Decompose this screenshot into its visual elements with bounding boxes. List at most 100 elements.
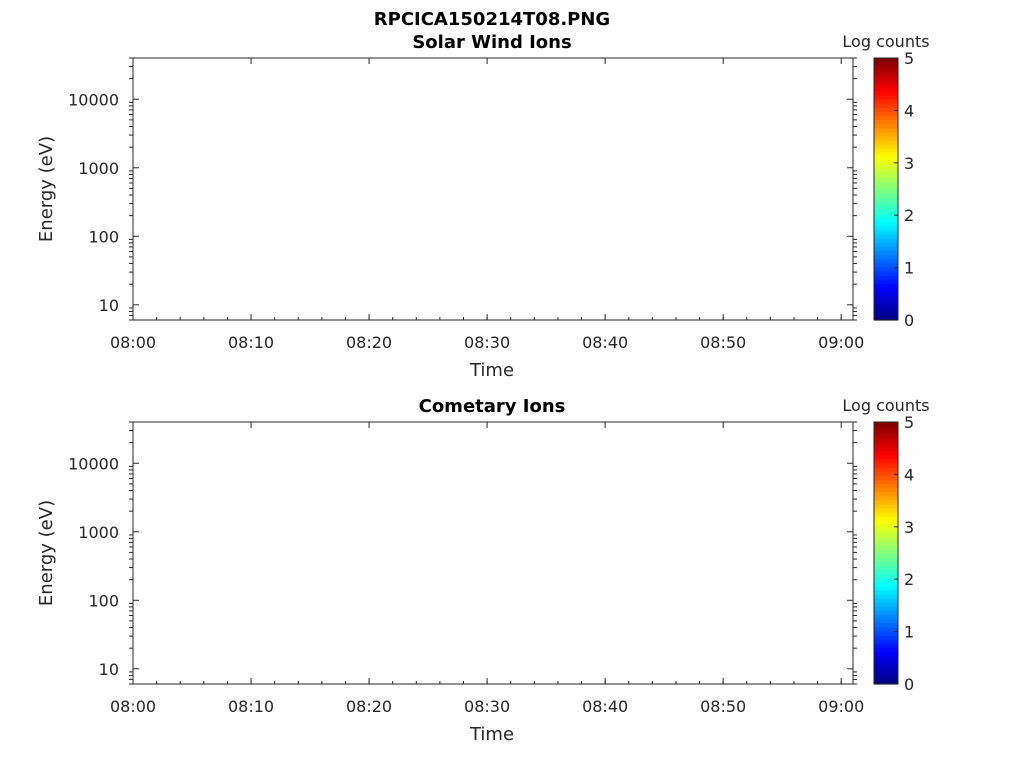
colorbar-segment: [874, 606, 898, 611]
colorbar-segment: [874, 229, 898, 235]
colorbar-segment: [874, 602, 898, 607]
colorbar-tick-label: 1: [904, 623, 914, 642]
colorbar-segment: [874, 450, 898, 456]
y-tick-label: 1000: [78, 159, 119, 178]
colorbar-segment: [874, 164, 898, 170]
y-tick-label: 1000: [78, 523, 119, 542]
colorbar-tick-label: 5: [904, 49, 914, 68]
colorbar-segment: [874, 540, 898, 546]
colorbar-segment: [874, 213, 898, 219]
x-tick-label: 08:30: [464, 333, 510, 352]
colorbar-segment: [874, 254, 898, 260]
colorbar-segment: [874, 148, 898, 153]
y-axis-label: Energy (eV): [36, 136, 57, 242]
colorbar-segment: [874, 581, 898, 587]
colorbar-segment: [874, 123, 898, 129]
colorbar-segment: [874, 103, 898, 108]
colorbar-segment: [874, 467, 898, 472]
colorbar-segment: [874, 610, 898, 615]
y-tick-label: 10: [99, 660, 119, 679]
colorbar-segment: [874, 512, 898, 517]
colorbar-segment: [874, 119, 898, 125]
x-tick-label: 09:00: [818, 333, 864, 352]
colorbar-segment: [874, 156, 898, 161]
colorbar-segment: [874, 479, 898, 484]
x-tick-label: 08:40: [582, 697, 628, 716]
colorbar-segment: [874, 225, 898, 231]
colorbar-segment: [874, 90, 898, 96]
colorbar-segment: [874, 283, 898, 288]
colorbar-segment: [874, 217, 898, 223]
colorbar-segment: [874, 544, 898, 550]
colorbar-segment: [874, 548, 898, 554]
colorbar-segment: [874, 307, 898, 313]
colorbar-segment: [874, 622, 898, 628]
colorbar-segment: [874, 634, 898, 640]
colorbar-segment: [874, 168, 898, 174]
colorbar-tick-label: 2: [904, 206, 914, 225]
colorbar-segment: [874, 62, 898, 67]
colorbar-segment: [874, 577, 898, 583]
colorbar-segment: [874, 557, 898, 562]
colorbar-segment: [874, 193, 898, 198]
colorbar-segment: [874, 311, 898, 317]
x-tick-label: 08:10: [228, 697, 274, 716]
colorbar-segment: [874, 671, 898, 677]
colorbar-segment: [874, 426, 898, 431]
colorbar-segment: [874, 287, 898, 292]
colorbar-segment: [874, 176, 898, 182]
colorbar: 0 1 2 3 4 5: [873, 49, 914, 330]
x-axis-label: Time: [469, 360, 514, 381]
colorbar-segment: [874, 152, 898, 157]
y-ticks: 10 100 1000 10000: [68, 57, 857, 321]
colorbar-segment: [874, 442, 898, 448]
colorbar-segment: [874, 536, 898, 542]
colorbar-segment: [874, 266, 898, 272]
colorbar-segment: [874, 434, 898, 439]
x-tick-label: 08:10: [228, 333, 274, 352]
colorbar-segment: [874, 626, 898, 632]
colorbar-segment: [874, 189, 898, 194]
colorbar-segment: [874, 258, 898, 264]
colorbar-segment: [874, 78, 898, 84]
colorbar-segment: [874, 66, 898, 71]
colorbar-segment: [874, 573, 898, 579]
colorbar-segment: [874, 638, 898, 644]
colorbar-segment: [874, 524, 898, 530]
colorbar-segment: [874, 475, 898, 480]
colorbar-segment: [874, 107, 898, 112]
colorbar-segment: [874, 471, 898, 476]
x-tick-label: 08:20: [346, 697, 392, 716]
y-tick-label: 10000: [68, 454, 119, 473]
panel-cometary-ions: Cometary Ions 08:00 08:10 08:20 08:30 08:40 0…: [36, 396, 930, 745]
colorbar-segment: [874, 299, 898, 305]
colorbar-segment: [874, 585, 898, 591]
plot-frame: [132, 421, 854, 685]
x-ticks: 08:00 08:10 08:20 08:30 08:40 08:50 09:00: [110, 422, 864, 716]
colorbar-tick-label: 0: [904, 675, 914, 694]
y-tick-label: 100: [88, 227, 119, 246]
colorbar-segment: [874, 462, 898, 468]
colorbar-segment: [874, 516, 898, 521]
colorbar-tick-label: 3: [904, 154, 914, 173]
colorbar-segment: [874, 111, 898, 116]
colorbar-segment: [874, 446, 898, 452]
colorbar-segment: [874, 184, 898, 190]
y-ticks: 10 100 1000 10000: [68, 421, 857, 685]
colorbar-segment: [874, 565, 898, 570]
colorbar-segment: [874, 82, 898, 88]
colorbar-segment: [874, 246, 898, 251]
figure-title: RPCICA150214T08.PNG: [374, 9, 610, 30]
x-tick-label: 08:00: [110, 697, 156, 716]
colorbar-segment: [874, 651, 898, 656]
colorbar-segment: [874, 643, 898, 648]
colorbar-tick-label: 3: [904, 518, 914, 537]
colorbar-segment: [874, 291, 898, 297]
colorbar-segment: [874, 279, 898, 284]
colorbar-segment: [874, 438, 898, 444]
x-tick-label: 08:00: [110, 333, 156, 352]
colorbar-segment: [874, 98, 898, 104]
x-tick-label: 08:50: [700, 697, 746, 716]
x-tick-label: 09:00: [818, 697, 864, 716]
colorbar-segment: [874, 618, 898, 624]
